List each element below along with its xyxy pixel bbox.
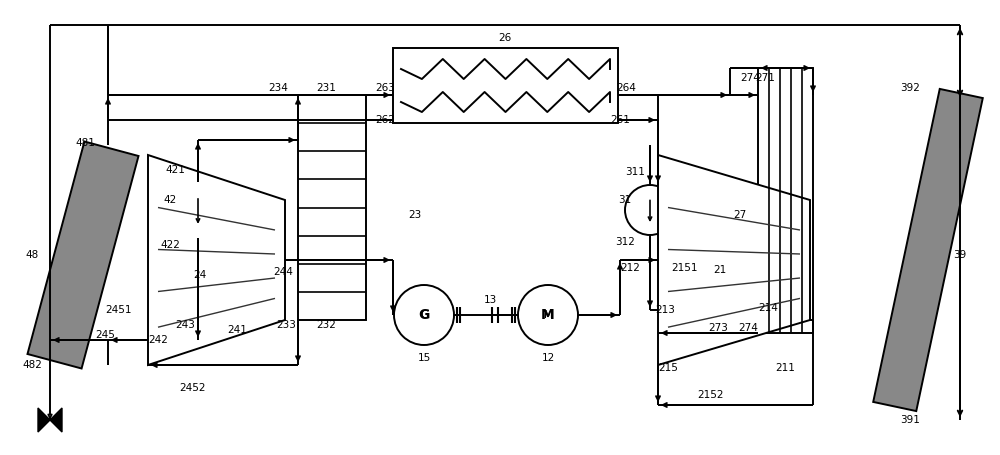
Circle shape <box>170 182 226 238</box>
Text: 42: 42 <box>163 195 177 205</box>
Text: 12: 12 <box>541 353 555 363</box>
Text: 481: 481 <box>75 138 95 148</box>
Text: 312: 312 <box>615 237 635 247</box>
Text: 482: 482 <box>22 360 42 370</box>
Text: 2152: 2152 <box>697 390 723 400</box>
Text: 261: 261 <box>610 115 630 125</box>
Text: 24: 24 <box>193 270 207 280</box>
Text: 13: 13 <box>483 295 497 305</box>
Text: G: G <box>420 310 428 320</box>
Circle shape <box>518 285 578 345</box>
Text: 214: 214 <box>758 303 778 313</box>
Text: 2451: 2451 <box>105 305 131 315</box>
Text: 392: 392 <box>900 83 920 93</box>
Text: 231: 231 <box>316 83 336 93</box>
Text: 274: 274 <box>738 323 758 333</box>
Polygon shape <box>873 89 983 411</box>
Text: 243: 243 <box>175 320 195 330</box>
Text: 211: 211 <box>775 363 795 373</box>
Text: 213: 213 <box>655 305 675 315</box>
Text: 263: 263 <box>375 83 395 93</box>
Circle shape <box>394 285 454 345</box>
Text: 242: 242 <box>148 335 168 345</box>
Text: 23: 23 <box>408 210 422 220</box>
Text: 31: 31 <box>618 195 632 205</box>
Text: 27: 27 <box>733 210 747 220</box>
Text: 264: 264 <box>616 83 636 93</box>
Bar <box>298 95 366 320</box>
Text: 421: 421 <box>165 165 185 175</box>
Text: M: M <box>544 310 552 320</box>
Text: 391: 391 <box>900 415 920 425</box>
Text: 2151: 2151 <box>672 263 698 273</box>
Text: 26: 26 <box>498 33 512 43</box>
Polygon shape <box>27 142 139 369</box>
Text: 233: 233 <box>276 320 296 330</box>
Text: 311: 311 <box>625 167 645 177</box>
Text: 244: 244 <box>273 267 293 277</box>
Text: 274: 274 <box>740 73 760 83</box>
Text: 215: 215 <box>658 363 678 373</box>
Text: 241: 241 <box>227 325 247 335</box>
Text: 212: 212 <box>620 263 640 273</box>
Circle shape <box>625 185 675 235</box>
Text: 232: 232 <box>316 320 336 330</box>
Text: 422: 422 <box>160 240 180 250</box>
Text: 262: 262 <box>375 115 395 125</box>
Text: 21: 21 <box>713 265 727 275</box>
Text: 245: 245 <box>95 330 115 340</box>
Bar <box>393 48 618 123</box>
Text: 234: 234 <box>268 83 288 93</box>
Text: M: M <box>541 308 555 322</box>
Polygon shape <box>38 408 62 432</box>
Polygon shape <box>148 155 285 365</box>
Text: 48: 48 <box>25 250 39 260</box>
Text: 39: 39 <box>953 250 967 260</box>
Text: 273: 273 <box>708 323 728 333</box>
Bar <box>758 68 813 333</box>
Text: 15: 15 <box>417 353 431 363</box>
Polygon shape <box>658 155 810 365</box>
Text: 2452: 2452 <box>179 383 205 393</box>
Text: 271: 271 <box>755 73 775 83</box>
Text: G: G <box>418 308 430 322</box>
